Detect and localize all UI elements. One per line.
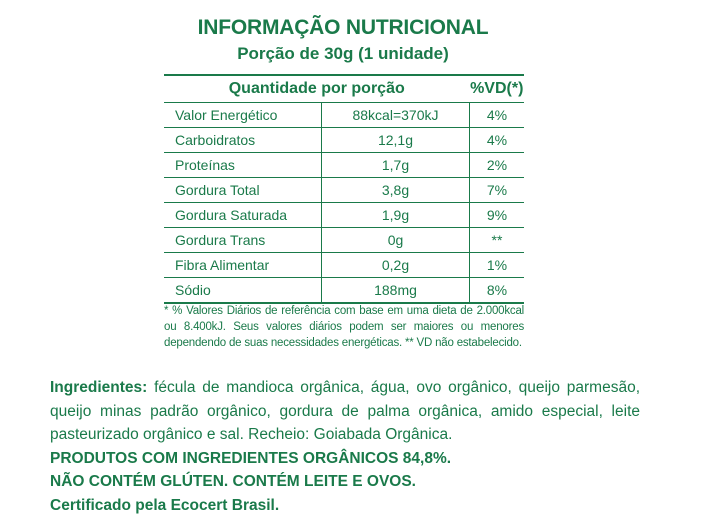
- nutrient-dv: 2%: [469, 152, 524, 178]
- nutrient-dv: **: [469, 227, 524, 253]
- allergen-warning: NÃO CONTÉM GLÚTEN. CONTÉM LEITE E OVOS.: [50, 473, 416, 490]
- serving-size: Porção de 30g (1 unidade): [237, 44, 449, 63]
- organic-percentage: PRODUTOS COM INGREDIENTES ORGÂNICOS 84,8…: [50, 449, 452, 467]
- table-row: Carboidratos 12,1g 4%: [164, 127, 524, 153]
- ingredients-label: Ingredientes:: [50, 379, 148, 396]
- ingredients-line: Ingredientes: fécula de mandioca orgânic…: [50, 376, 640, 400]
- ingredients-text: fécula de mandioca orgânica, água, ovo o…: [154, 379, 640, 396]
- nutrient-name: Fibra Alimentar: [164, 252, 322, 278]
- nutrient-name: Gordura Trans: [164, 227, 322, 253]
- table-header-row: Quantidade por porção %VD(*): [164, 74, 524, 103]
- nutrient-name: Sódio: [164, 277, 322, 304]
- nutrient-amount: 1,7g: [321, 152, 470, 178]
- daily-value-footnote: * % Valores Diários de referência com ba…: [164, 305, 524, 349]
- nutrient-dv: 9%: [469, 202, 524, 228]
- certification-text: Certificado pela Ecocert Brasil.: [50, 496, 280, 514]
- nutrient-name: Valor Energético: [164, 102, 322, 128]
- nutrient-amount: 12,1g: [321, 127, 470, 153]
- nutrient-dv: 8%: [469, 277, 524, 304]
- nutrient-amount: 88kcal=370kJ: [321, 102, 470, 128]
- table-row: Gordura Total 3,8g 7%: [164, 177, 524, 203]
- nutrient-dv: 1%: [469, 252, 524, 278]
- table-row: Gordura Saturada 1,9g 9%: [164, 202, 524, 228]
- amount-column-header: Quantidade por porção: [164, 74, 470, 103]
- table-row: Valor Energético 88kcal=370kJ 4%: [164, 102, 524, 128]
- nutrient-dv: 4%: [469, 102, 524, 128]
- table-row: Gordura Trans 0g **: [164, 227, 524, 253]
- table-row: Fibra Alimentar 0,2g 1%: [164, 252, 524, 278]
- dv-column-header: %VD(*): [469, 74, 524, 103]
- table-row: Proteínas 1,7g 2%: [164, 152, 524, 178]
- nutrient-amount: 3,8g: [321, 177, 470, 203]
- nutrient-amount: 0g: [321, 227, 470, 253]
- ingredients-line: queijo minas padrão orgânico, gordura de…: [50, 402, 640, 420]
- nutrient-dv: 7%: [469, 177, 524, 203]
- ingredients-line: pasteurizado orgânico e sal. Recheio: Go…: [50, 426, 453, 443]
- nutrient-dv: 4%: [469, 127, 524, 153]
- nutrition-table: Quantidade por porção %VD(*) Valor Energ…: [164, 74, 524, 304]
- nutrient-name: Gordura Saturada: [164, 202, 322, 228]
- nutrient-amount: 1,9g: [321, 202, 470, 228]
- nutrition-title: INFORMAÇÃO NUTRICIONAL: [197, 16, 489, 39]
- nutrient-name: Carboidratos: [164, 127, 322, 153]
- table-row: Sódio 188mg 8%: [164, 277, 524, 304]
- nutrient-name: Gordura Total: [164, 177, 322, 203]
- nutrient-name: Proteínas: [164, 152, 322, 178]
- nutrient-amount: 0,2g: [321, 252, 470, 278]
- nutrient-amount: 188mg: [321, 277, 470, 304]
- ingredients-block: Ingredientes: fécula de mandioca orgânic…: [50, 376, 640, 517]
